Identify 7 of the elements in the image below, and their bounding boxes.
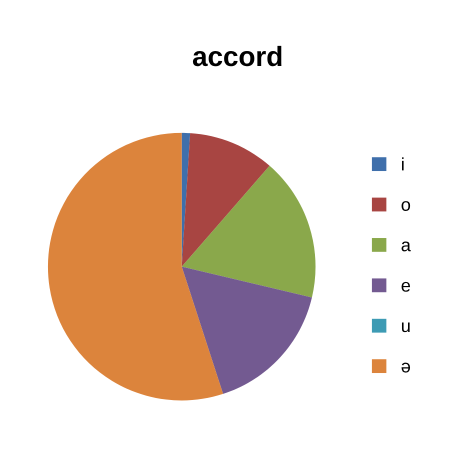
- legend-label: i: [402, 157, 404, 170]
- legend-label: ə: [402, 362, 410, 373]
- legend-label: e: [402, 282, 410, 292]
- legend-label: u: [402, 322, 410, 332]
- legend-label: a: [402, 241, 411, 252]
- legend-label: o: [402, 201, 410, 211]
- chart-title: accord: [192, 46, 282, 66]
